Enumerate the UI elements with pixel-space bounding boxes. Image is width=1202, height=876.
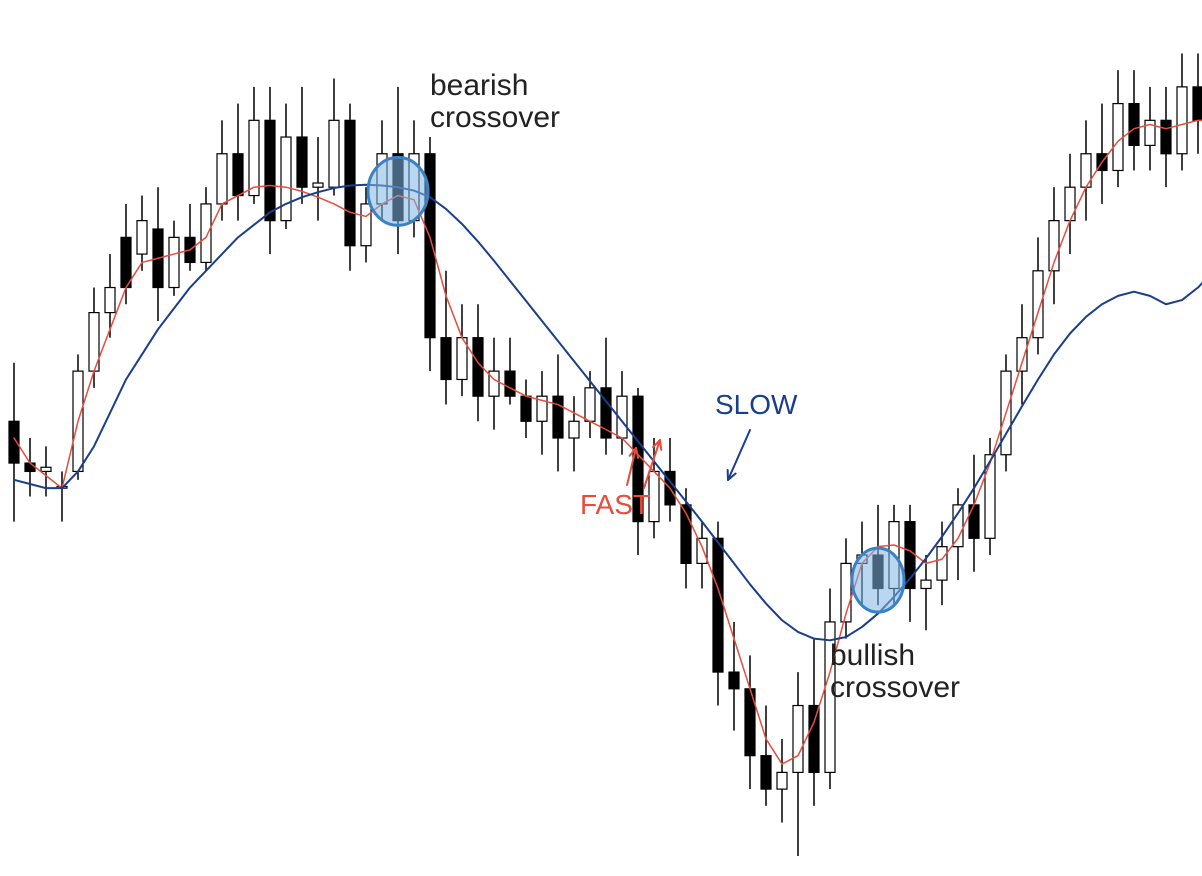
bearish-crossover-label: bearish crossover (430, 70, 560, 133)
fast-ma-label: FAST (580, 490, 650, 519)
bullish-crossover-label: bullish crossover (830, 640, 960, 703)
slow-ma-label: SLOW (715, 390, 797, 419)
bullish-crossover-marker (852, 548, 904, 612)
candlestick-chart (0, 0, 1202, 876)
bearish-crossover-marker (368, 157, 428, 225)
